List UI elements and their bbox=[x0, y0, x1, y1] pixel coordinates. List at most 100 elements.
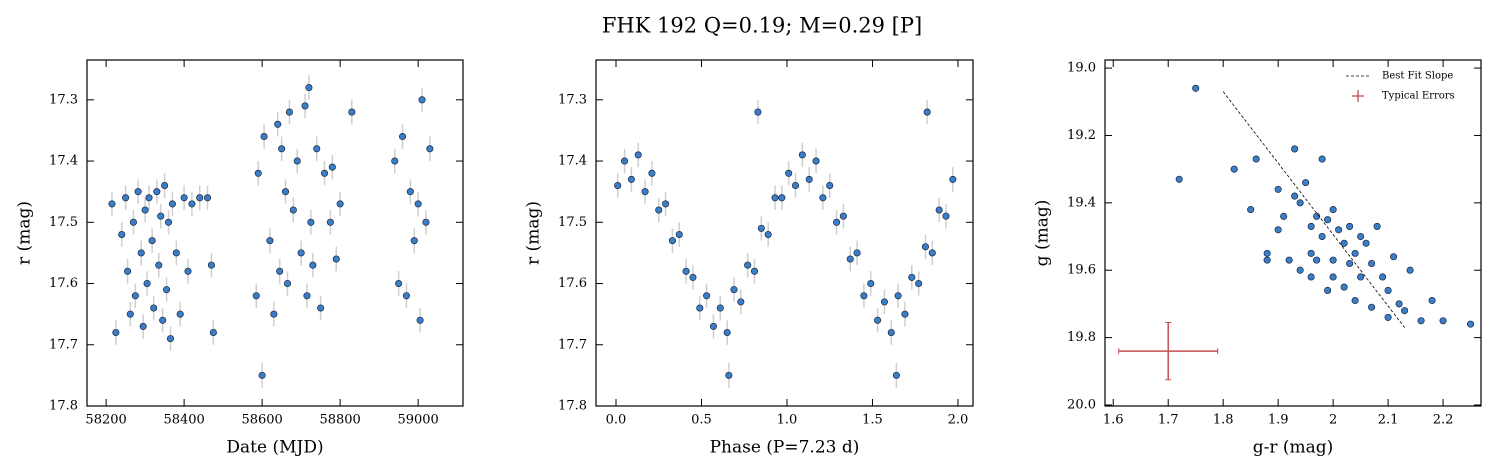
x-tick-label: 58200 bbox=[85, 413, 126, 428]
data-point bbox=[1307, 249, 1315, 257]
data-point bbox=[915, 279, 923, 288]
data-point bbox=[1291, 192, 1299, 200]
data-point bbox=[928, 249, 936, 257]
data-point bbox=[1368, 303, 1376, 311]
data-point bbox=[846, 255, 854, 263]
y-tick-label: 17.5 bbox=[49, 215, 78, 230]
data-point bbox=[798, 151, 806, 159]
data-point bbox=[716, 304, 724, 312]
data-point bbox=[414, 200, 422, 208]
data-point bbox=[301, 102, 309, 110]
data-point bbox=[1291, 145, 1299, 153]
data-point bbox=[1335, 226, 1343, 234]
data-point bbox=[662, 200, 670, 208]
x-tick-label: 59000 bbox=[397, 413, 438, 428]
x-tick-label: 2.2 bbox=[1433, 413, 1454, 428]
data-point bbox=[723, 328, 731, 337]
data-point bbox=[682, 267, 690, 275]
data-point bbox=[1384, 286, 1392, 294]
data-point bbox=[188, 200, 196, 208]
data-point bbox=[402, 292, 410, 300]
data-point bbox=[1302, 179, 1310, 187]
y-tick-label: 17.7 bbox=[49, 337, 78, 352]
data-point bbox=[293, 157, 301, 165]
data-point bbox=[949, 175, 957, 183]
data-point bbox=[108, 200, 116, 208]
y-tick-label: 17.4 bbox=[49, 154, 78, 169]
data-point bbox=[285, 108, 293, 116]
data-point bbox=[422, 218, 430, 226]
y-tick-label: 17.3 bbox=[558, 92, 587, 107]
data-point bbox=[894, 292, 902, 300]
data-point bbox=[1313, 256, 1321, 264]
data-point bbox=[1401, 307, 1409, 315]
x-tick-label: 2.1 bbox=[1378, 413, 1399, 428]
data-point bbox=[395, 279, 403, 288]
data-point bbox=[137, 249, 145, 257]
data-point bbox=[155, 261, 163, 269]
data-point bbox=[1280, 212, 1288, 220]
data-point bbox=[1439, 317, 1447, 325]
data-point bbox=[328, 163, 336, 171]
y-tick-label: 19.8 bbox=[1067, 330, 1096, 345]
data-point bbox=[118, 230, 126, 239]
data-point bbox=[307, 218, 315, 226]
x-tick-label: 1.6 bbox=[1103, 413, 1124, 428]
data-point bbox=[1263, 249, 1271, 257]
data-point bbox=[141, 206, 149, 214]
data-point bbox=[124, 267, 132, 275]
data-point bbox=[675, 230, 683, 239]
data-point bbox=[289, 206, 297, 214]
x-tick-label: 58800 bbox=[319, 413, 360, 428]
data-point bbox=[410, 237, 418, 245]
y-tick-label: 17.4 bbox=[558, 154, 587, 169]
data-point bbox=[1417, 317, 1425, 325]
data-point bbox=[703, 292, 711, 300]
data-point bbox=[1192, 84, 1200, 92]
data-point bbox=[1329, 273, 1337, 281]
data-point bbox=[416, 316, 424, 324]
data-point bbox=[892, 371, 900, 379]
data-point bbox=[867, 279, 875, 288]
data-point bbox=[426, 145, 434, 153]
data-point bbox=[1384, 313, 1392, 321]
data-point bbox=[1340, 283, 1348, 291]
data-point bbox=[336, 200, 344, 208]
x-tick-label: 0.5 bbox=[691, 413, 712, 428]
data-point bbox=[320, 169, 329, 177]
data-point bbox=[260, 132, 268, 141]
data-point bbox=[750, 267, 759, 275]
data-point bbox=[887, 328, 895, 337]
data-point bbox=[1346, 259, 1354, 268]
data-point bbox=[184, 267, 192, 275]
x-axis-label: Date (MJD) bbox=[226, 438, 323, 458]
data-point bbox=[303, 292, 311, 300]
data-point bbox=[161, 181, 169, 190]
y-tick-label: 17.6 bbox=[49, 276, 78, 291]
data-point bbox=[398, 132, 407, 141]
x-tick-label: 0.0 bbox=[606, 413, 627, 428]
data-point bbox=[614, 181, 622, 190]
data-point bbox=[139, 322, 147, 330]
data-point bbox=[1274, 185, 1282, 193]
data-point bbox=[1263, 256, 1271, 264]
data-point bbox=[122, 194, 130, 202]
data-point bbox=[332, 255, 340, 263]
data-point bbox=[921, 243, 930, 251]
data-point bbox=[1296, 199, 1304, 207]
data-point bbox=[1329, 206, 1337, 214]
x-axis-label: g-r (mag) bbox=[1253, 438, 1334, 458]
data-point bbox=[1252, 155, 1260, 163]
data-point bbox=[157, 212, 165, 220]
legend-label: Typical Errors bbox=[1382, 91, 1455, 102]
data-point bbox=[207, 261, 215, 269]
plot-frame bbox=[595, 59, 974, 407]
data-point bbox=[1406, 266, 1414, 274]
data-point bbox=[1467, 320, 1475, 328]
data-point bbox=[258, 371, 266, 379]
data-point bbox=[812, 157, 820, 165]
data-point bbox=[730, 286, 738, 294]
plot-frame bbox=[1104, 59, 1482, 407]
data-point bbox=[1230, 165, 1238, 173]
data-point bbox=[696, 304, 704, 312]
